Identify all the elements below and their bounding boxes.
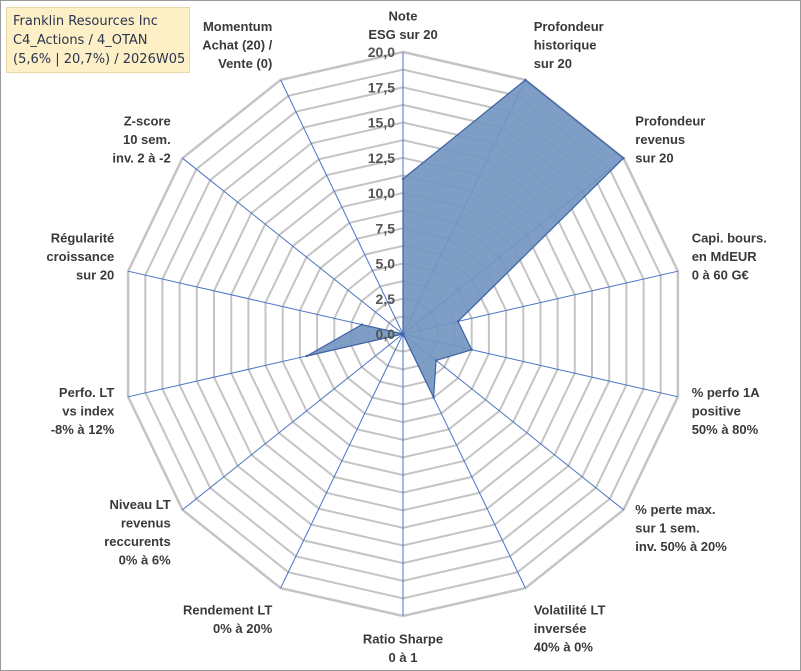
axis-label: reccurents [104, 534, 170, 549]
axis-label: 40% à 0% [534, 640, 594, 655]
tick-label: 15,0 [368, 115, 395, 131]
data-point [470, 348, 473, 351]
axis-label: Vente (0) [218, 56, 272, 71]
axis-label: -8% à 12% [51, 422, 115, 437]
axis-spoke [182, 157, 404, 335]
axis-label: 0 à 1 [389, 650, 418, 665]
axis-label: vs index [62, 403, 115, 418]
axis-label: Niveau LT [110, 497, 171, 512]
data-point [305, 354, 308, 358]
axis-label: Rendement LT [183, 603, 272, 618]
data-point [434, 359, 438, 362]
axis-label: revenus [121, 515, 171, 530]
axis-spoke [280, 79, 404, 335]
axis-label: revenus [635, 132, 685, 147]
tick-label: 10,0 [368, 185, 395, 201]
data-point [401, 177, 405, 181]
axis-label: historique [534, 37, 597, 52]
axis-label: Z-score [124, 114, 171, 129]
axis-label: ESG sur 20 [368, 27, 437, 42]
axis-label: Régularité [51, 231, 115, 246]
axis-label: croissance [46, 249, 114, 264]
axis-label: en MdEUR [692, 249, 758, 264]
tick-label: 12,5 [368, 150, 395, 166]
axis-label: inv. 2 à -2 [112, 151, 170, 166]
data-point [622, 157, 625, 160]
axis-label: 0% à 20% [213, 621, 273, 636]
period-info: (5,6% | 20,7%) / 2026W05 [13, 52, 186, 67]
axis-label: % perfo 1A [692, 385, 761, 400]
axis-label: Profondeur [534, 19, 604, 34]
axis-label: 10 sem. [123, 132, 171, 147]
axis-label: sur 20 [635, 151, 673, 166]
tick-label: 2,5 [376, 291, 396, 307]
tick-label: 17,5 [368, 79, 395, 95]
data-point [401, 332, 405, 336]
axis-label: Ratio Sharpe [363, 632, 443, 647]
axis-label: Profondeur [635, 114, 705, 129]
company-name: Franklin Resources Inc [13, 14, 158, 29]
axis-label: Note [389, 9, 418, 24]
axis-label: positive [692, 403, 741, 418]
axis-spoke [127, 270, 404, 335]
axis-label: Momentum [203, 19, 272, 34]
axis-label: inv. 50% à 20% [635, 539, 727, 554]
axis-label: Perfo. LT [59, 385, 114, 400]
tick-label: 0,0 [376, 326, 396, 342]
data-series-polygon [306, 79, 625, 400]
data-point [360, 323, 363, 326]
axis-label: % perte max. [635, 502, 715, 517]
axis-label: sur 20 [534, 56, 572, 71]
axis-label: Volatilité LT [534, 603, 606, 618]
tick-label: 7,5 [376, 220, 396, 236]
axis-label: 0 à 60 G€ [692, 268, 749, 283]
axis-label: sur 1 sem. [635, 521, 699, 536]
axis-label: inversée [534, 621, 587, 636]
axis-spoke [402, 333, 624, 511]
portfolio-code: C4_Actions / 4_OTAN [13, 33, 148, 48]
data-point [524, 78, 527, 82]
axis-label: sur 20 [76, 268, 114, 283]
axis-label: Capi. bours. [692, 231, 767, 246]
axis-label: 50% à 80% [692, 422, 759, 437]
chart-info-box: Franklin Resources Inc C4_Actions / 4_OT… [6, 7, 190, 73]
tick-label: 5,0 [376, 256, 396, 272]
axis-spoke [280, 333, 404, 589]
data-point [432, 396, 435, 399]
data-point [456, 320, 460, 323]
axis-label: Achat (20) / [202, 37, 272, 52]
axis-spoke [182, 333, 404, 511]
tick-label: 20,0 [368, 44, 395, 60]
axis-label: 0% à 6% [119, 552, 171, 567]
